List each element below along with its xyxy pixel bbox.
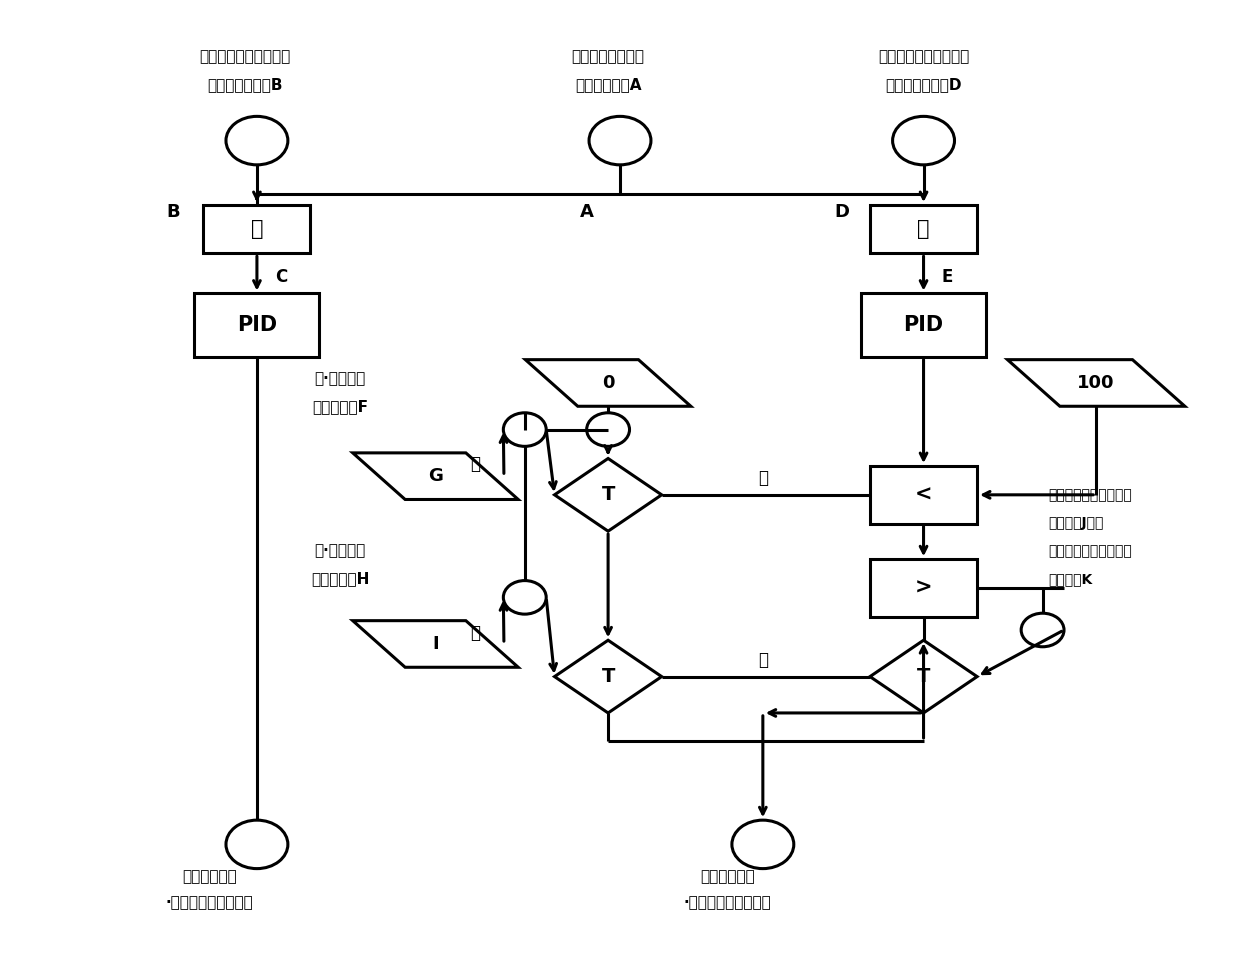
Text: PID: PID bbox=[237, 316, 277, 335]
Text: 冷·次风调节: 冷·次风调节 bbox=[315, 371, 366, 385]
Text: 否: 否 bbox=[758, 469, 768, 487]
Text: 是: 是 bbox=[470, 455, 480, 473]
Bar bbox=[861, 293, 986, 357]
Text: G: G bbox=[428, 467, 443, 486]
Text: B: B bbox=[166, 203, 180, 221]
Text: ·次风调节门开度指令: ·次风调节门开度指令 bbox=[683, 895, 771, 911]
Bar bbox=[870, 466, 977, 523]
Text: C: C bbox=[275, 268, 286, 285]
Text: 否: 否 bbox=[758, 651, 768, 669]
Bar bbox=[870, 559, 977, 617]
Text: T: T bbox=[601, 667, 615, 686]
Text: 中速磨煤机出口温度人: 中速磨煤机出口温度人 bbox=[878, 50, 970, 64]
Text: －: － bbox=[918, 219, 930, 239]
Text: 速度小于K: 速度小于K bbox=[1049, 572, 1092, 586]
Text: 0: 0 bbox=[601, 374, 614, 392]
Text: A: A bbox=[580, 203, 594, 221]
Text: D: D bbox=[835, 203, 849, 221]
Text: 中速磨煤机入口一次风: 中速磨煤机入口一次风 bbox=[1049, 487, 1132, 502]
Text: 中速磨煤机冷: 中速磨煤机冷 bbox=[182, 869, 237, 885]
Text: 中速磨煤机出口温度人: 中速磨煤机出口温度人 bbox=[200, 50, 290, 64]
Text: 为设定值日标值D: 为设定值日标值D bbox=[885, 77, 962, 92]
Text: >: > bbox=[915, 578, 932, 598]
Text: 门开度大于H: 门开度大于H bbox=[311, 571, 370, 586]
Text: 冷·次风调节: 冷·次风调节 bbox=[315, 543, 366, 558]
Text: 中速磨煤机热: 中速磨煤机热 bbox=[699, 869, 754, 885]
Text: 门开度小于F: 门开度小于F bbox=[312, 399, 368, 414]
Bar bbox=[203, 205, 310, 253]
Text: 是: 是 bbox=[470, 623, 480, 642]
Text: E: E bbox=[941, 268, 952, 285]
Bar bbox=[870, 205, 977, 253]
Text: 为设定值目标值B: 为设定值目标值B bbox=[207, 77, 283, 92]
Text: －: － bbox=[250, 219, 263, 239]
Text: 度实际测量值A: 度实际测量值A bbox=[575, 77, 641, 92]
Text: 中速磨煤机出口一次风: 中速磨煤机出口一次风 bbox=[1049, 544, 1132, 557]
Text: 中速磨煤机出口温: 中速磨煤机出口温 bbox=[572, 50, 645, 64]
Text: <: < bbox=[915, 485, 932, 505]
Text: 100: 100 bbox=[1078, 374, 1115, 392]
Text: 压力小于J或者: 压力小于J或者 bbox=[1049, 516, 1104, 530]
Bar bbox=[195, 293, 320, 357]
Text: ·次风调节门开度指令: ·次风调节门开度指令 bbox=[165, 895, 253, 911]
Text: I: I bbox=[433, 635, 439, 653]
Text: T: T bbox=[916, 667, 930, 686]
Text: PID: PID bbox=[904, 316, 944, 335]
Text: T: T bbox=[601, 486, 615, 504]
